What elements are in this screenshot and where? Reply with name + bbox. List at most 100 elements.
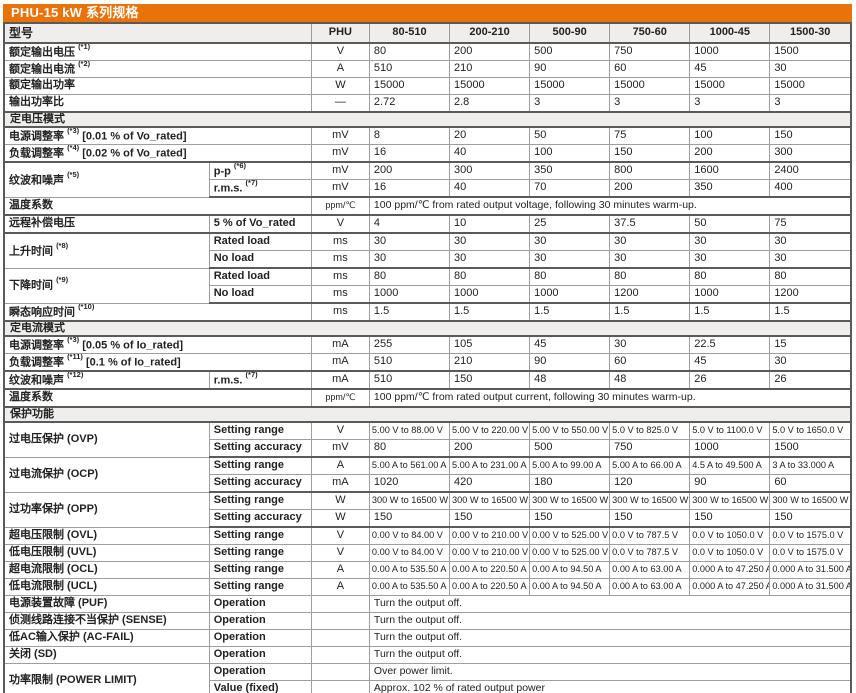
value-cell: 150 (529, 509, 610, 528)
unit-cell (310, 629, 370, 647)
unit-cell: mA (310, 353, 370, 372)
table-row: r.m.s. (*7) mV 16 40 70 200 350 400 (4, 179, 851, 198)
spec-sublabel-cell: Rated load (208, 268, 312, 286)
table-row: Setting accuracy W 150 150 150 150 150 150 (4, 509, 851, 528)
footnote-marker: (*9) (56, 275, 69, 285)
spec-label-cell: 负载调整率 (*4) [0.02 % of Vo_rated] (3, 144, 312, 163)
unit-cell (310, 663, 370, 681)
value-cell: 30 (368, 250, 450, 269)
spec-label-cell: 电源调整率 (*3) [0.05 % of Io_rated] (3, 336, 312, 354)
model-column-header: 200-210 (448, 23, 530, 44)
footnote-marker: (*4) (67, 144, 80, 152)
value-cell: 30 (368, 233, 450, 251)
unit-cell: A (310, 457, 370, 475)
value-cell: 1000 (689, 43, 770, 61)
spec-label-cell: 低AC输入保护 (AC-FAIL) (3, 629, 210, 647)
value-cell: 0.00 A to 63.00 A (609, 561, 690, 579)
spec-sublabel-cell: Value (fixed) (208, 680, 312, 693)
spec-label-cell: 负载调整率 (*11) [0.1 % of Io_rated] (3, 353, 312, 372)
value-cell: 1600 (689, 162, 770, 180)
value-cell: 3 (609, 94, 690, 113)
footnote-marker: (*2) (78, 60, 91, 68)
unit-cell: ms (310, 250, 370, 269)
value-cell: 1.5 (448, 303, 530, 322)
value-cell: 25 (529, 215, 610, 234)
spec-label-cell: 超电压限制 (OVL) (3, 527, 210, 545)
value-cell: 0.00 A to 220.50 A (448, 561, 530, 579)
value-cell: Turn the output off. (368, 612, 851, 630)
unit-cell: — (310, 94, 370, 113)
value-cell: 5.0 V to 1100.0 V (689, 422, 770, 440)
value-cell: 5.0 V to 825.0 V (609, 422, 690, 440)
value-cell: 0.00 A to 220.50 A (448, 578, 530, 596)
value-cell: 70 (529, 179, 610, 198)
section-title: 定电流模式 (3, 320, 851, 337)
spec-sublabel-cell: Operation (208, 646, 312, 664)
value-cell: 1500 (769, 43, 851, 61)
unit-cell: V (310, 43, 370, 61)
spec-label-cell: 功率限制 (POWER LIMIT) (3, 663, 210, 693)
value-cell: 60 (609, 60, 690, 78)
footnote-marker: (*8) (56, 240, 69, 250)
value-cell: 100 (529, 144, 610, 163)
unit-cell: ms (310, 233, 370, 251)
value-cell: 30 (769, 60, 851, 78)
value-cell: 0.0 V to 787.5 V (609, 544, 690, 562)
table-row: 功率限制 (POWER LIMIT) Operation Over power li… (3, 663, 851, 693)
table-row: 过电压保护 (OVP) Setting range V 5.00 V to 88.00… (3, 422, 851, 458)
value-cell: 22.5 (689, 336, 770, 354)
footnote-marker: (*10) (78, 303, 95, 311)
spec-sublabel-cell: Setting range (208, 492, 312, 510)
model-column-header: 1500-30 (769, 23, 851, 44)
value-cell: 16 (368, 144, 450, 163)
table-row: 上升时间 (*8) Rated load ms 30 30 30 30 30 30 (3, 233, 851, 269)
value-cell: 26 (769, 371, 851, 390)
value-cell: 1020 (368, 474, 450, 493)
value-cell: 150 (689, 509, 770, 528)
value-cell: 4.5 A to 49.500 A (689, 457, 770, 475)
value-cell: 5.0 V to 1650.0 V (769, 422, 851, 440)
value-cell: 5.00 V to 220.00 V (448, 422, 530, 440)
value-cell: 10 (448, 215, 530, 234)
value-cell: 26 (689, 371, 770, 390)
spec-label-cell: 低电流限制 (UCL) (3, 578, 210, 596)
spec-label-cell: 关闭 (SD) (3, 646, 210, 664)
value-cell: 75 (769, 215, 851, 234)
value-cell: 1.5 (529, 303, 610, 322)
value-cell: 5.00 V to 550.00 V (529, 422, 610, 440)
value-cell: 0.0 V to 1575.0 V (769, 527, 851, 545)
value-cell: 30 (448, 250, 530, 269)
section-header-row: 定电压模式 (3, 111, 851, 128)
table-row: 额定输出电流 (*2) A 510 210 90 60 45 30 (3, 60, 851, 78)
unit-cell: mV (310, 162, 370, 180)
value-cell: Turn the output off. (368, 646, 851, 664)
value-cell: 0.000 A to 47.250 A (689, 561, 770, 579)
value-cell: 200 (609, 179, 690, 198)
value-cell: 800 (609, 162, 690, 180)
table-row: 低电压限制 (UVL) Setting range V 0.00 V to 84.00… (3, 544, 851, 562)
unit-cell: V (310, 527, 370, 545)
spec-sublabel-cell: r.m.s. (*7) (208, 179, 312, 198)
value-cell: 1000 (368, 285, 450, 304)
spec-label-cell: 电源装置故障 (PUF) (3, 595, 210, 613)
section-header-row: 保护功能 (3, 406, 851, 423)
value-cell: 30 (609, 336, 690, 354)
spec-sublabel-cell: Setting range (208, 561, 312, 579)
value-cell: 15000 (529, 77, 610, 95)
value-cell: 255 (368, 336, 450, 354)
footnote-marker: (*7) (245, 179, 258, 187)
value-cell: 150 (448, 371, 530, 390)
unit-cell (310, 612, 370, 630)
value-cell: 5.00 A to 561.00 A (368, 457, 450, 475)
value-cell: 120 (609, 474, 690, 493)
spec-sublabel-cell: Setting range (208, 457, 312, 475)
value-cell: 150 (769, 509, 851, 528)
spec-label-cell: 超电流限制 (OCL) (3, 561, 210, 579)
table-row: Setting accuracy mA 1020 420 180 120 90 60 (4, 474, 851, 493)
section-title: 定电压模式 (3, 111, 851, 128)
value-cell: 420 (448, 474, 530, 493)
value-cell: Over power limit. (368, 663, 851, 681)
value-cell: 0.00 A to 535.50 A (368, 578, 450, 596)
model-column-header: 750-60 (609, 23, 690, 44)
